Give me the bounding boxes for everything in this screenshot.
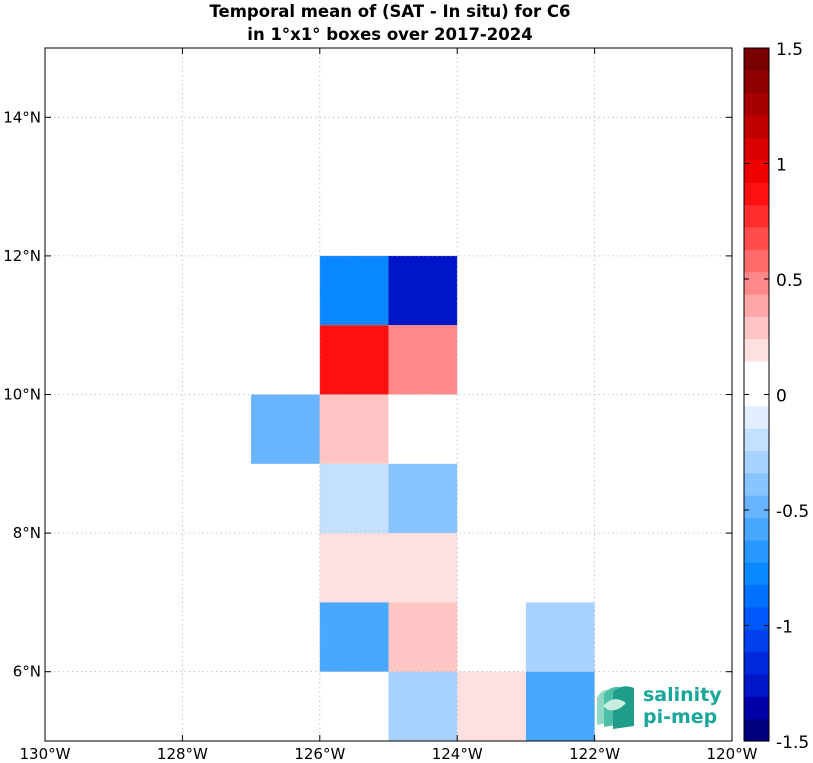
colorbar-segment <box>744 539 769 563</box>
colorbar-segment <box>744 338 769 362</box>
colorbar-segment <box>744 249 769 273</box>
colorbar-segment <box>744 204 769 228</box>
colorbar-segment <box>744 450 769 474</box>
colorbar-segment <box>744 718 769 742</box>
colorbar-tick-label: -0.5 <box>776 502 809 522</box>
chart-title: Temporal mean of (SAT - In situ) for C6 … <box>0 0 780 46</box>
colorbar-segment <box>744 629 769 653</box>
y-tick-label: 12°N <box>3 247 41 265</box>
colorbar-segment <box>744 696 769 720</box>
heatmap-cells <box>251 255 595 741</box>
heatmap-cell <box>525 671 595 741</box>
y-tick-label: 14°N <box>3 108 41 126</box>
colorbar-segment <box>744 562 769 586</box>
x-tick-label: 126°W <box>294 745 345 763</box>
colorbar-segment <box>744 226 769 250</box>
colorbar-segment <box>744 606 769 630</box>
colorbar-segment <box>744 182 769 206</box>
colorbar-segment <box>744 293 769 317</box>
heatmap-cell <box>319 325 389 395</box>
colorbar-segment <box>744 115 769 139</box>
colorbar-tick-label: -1 <box>776 618 793 638</box>
colorbar-segment <box>744 517 769 541</box>
colorbar-segment <box>744 316 769 340</box>
heatmap-cell <box>388 325 458 395</box>
chart-title-line-1: Temporal mean of (SAT - In situ) for C6 <box>209 2 571 21</box>
heatmap-cell <box>319 602 389 672</box>
colorbar-tick-label: 1.5 <box>776 40 803 60</box>
colorbar-segment <box>744 472 769 496</box>
grid-lines <box>45 48 732 741</box>
colorbar-tick-label: 0 <box>776 387 787 407</box>
x-tick-label: 130°W <box>20 745 71 763</box>
colorbar-segment <box>744 271 769 295</box>
colorbar-segment <box>744 360 769 384</box>
colorbar-tick-label: 1 <box>776 156 787 176</box>
heatmap-cell <box>319 255 389 326</box>
colorbar-segment <box>744 673 769 697</box>
heatmap-cell <box>319 533 389 603</box>
heatmap-cell <box>388 463 458 534</box>
colorbar-segment <box>744 584 769 608</box>
heatmap-cell <box>319 394 389 464</box>
x-tick-label: 120°W <box>707 745 758 763</box>
colorbar-tick-label: -1.5 <box>776 733 809 753</box>
heatmap-cell <box>457 671 526 741</box>
y-axis: 6°N 8°N 10°N 12°N 14°N <box>3 108 732 681</box>
colorbar-segment <box>744 428 769 451</box>
heatmap-cell <box>525 602 595 672</box>
chart-title-line-2: in 1°x1° boxes over 2017-2024 <box>247 25 533 44</box>
x-tick-label: 124°W <box>432 745 483 763</box>
y-tick-label: 6°N <box>13 663 41 681</box>
colorbar-segment <box>744 405 769 429</box>
y-tick-label: 10°N <box>3 386 41 404</box>
colorbar-segment <box>744 651 769 675</box>
colorbar-segment <box>744 48 769 71</box>
heatmap-cell <box>388 255 458 326</box>
y-tick-label: 8°N <box>13 524 41 542</box>
salinity-pi-mep-logo: salinity pi-mep <box>597 684 722 729</box>
heatmap-cell <box>319 463 389 534</box>
heatmap-cell <box>251 394 320 464</box>
wave-logo-icon <box>597 686 634 729</box>
heatmap-cell <box>388 533 458 603</box>
x-tick-label: 122°W <box>569 745 620 763</box>
colorbar-segment <box>744 495 769 519</box>
logo-text-line-1: salinity <box>643 684 722 706</box>
x-tick-label: 128°W <box>157 745 208 763</box>
x-axis: 130°W 128°W 126°W 124°W 122°W 120°W <box>20 48 758 763</box>
logo-text-line-2: pi-mep <box>643 706 717 728</box>
colorbar-segment <box>744 70 769 94</box>
colorbar-segment <box>744 137 769 161</box>
colorbar-segment <box>744 159 769 183</box>
heatmap-cell <box>388 602 458 672</box>
colorbar: 1.5 1 0.5 0 -0.5 -1 -1.5 <box>743 40 809 753</box>
colorbar-tick-label: 0.5 <box>776 271 803 291</box>
colorbar-segment <box>744 92 769 116</box>
colorbar-segment <box>744 383 769 407</box>
heatmap-cell <box>388 671 458 741</box>
